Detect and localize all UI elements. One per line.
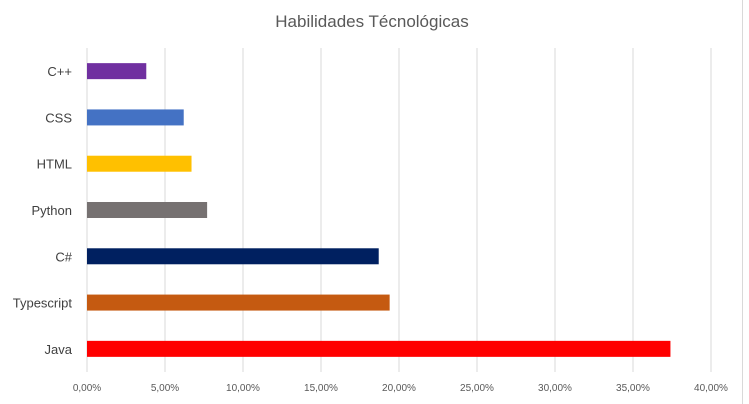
x-tick-labels: 0,00% 5,00% 10,00% 15,00% 20,00% 25,00% 30,00%… xyxy=(73,383,728,394)
scrollbar-edge xyxy=(742,0,749,404)
category-label: CSS xyxy=(45,110,72,125)
bar-c- xyxy=(87,63,147,80)
category-label: Python xyxy=(32,203,72,218)
category-labels: C++ CSS HTML Python C# Typescript Java xyxy=(13,64,73,357)
x-tick-label: 30,00% xyxy=(538,383,572,394)
category-label: HTML xyxy=(37,157,72,172)
x-tick-label: 35,00% xyxy=(616,383,650,394)
x-tick-label: 25,00% xyxy=(460,383,494,394)
chart-title: Habilidades Técnológicas xyxy=(275,12,468,31)
x-tick-label: 20,00% xyxy=(382,383,416,394)
bar-python xyxy=(87,202,208,218)
bar-css xyxy=(87,109,184,126)
bar-java xyxy=(87,340,671,357)
category-label: C++ xyxy=(47,64,72,79)
bar-c- xyxy=(87,248,379,265)
category-label: C# xyxy=(55,249,72,264)
bar-typescript xyxy=(87,294,390,311)
bars xyxy=(87,63,671,357)
category-label: Java xyxy=(45,342,73,357)
x-tick-label: 10,00% xyxy=(226,383,260,394)
bar-html xyxy=(87,155,192,172)
category-label: Typescript xyxy=(13,296,73,311)
x-tick-label: 5,00% xyxy=(151,383,179,394)
x-tick-label: 0,00% xyxy=(73,383,101,394)
x-tick-label: 40,00% xyxy=(694,383,728,394)
x-tick-label: 15,00% xyxy=(304,383,338,394)
gridlines xyxy=(86,48,712,372)
